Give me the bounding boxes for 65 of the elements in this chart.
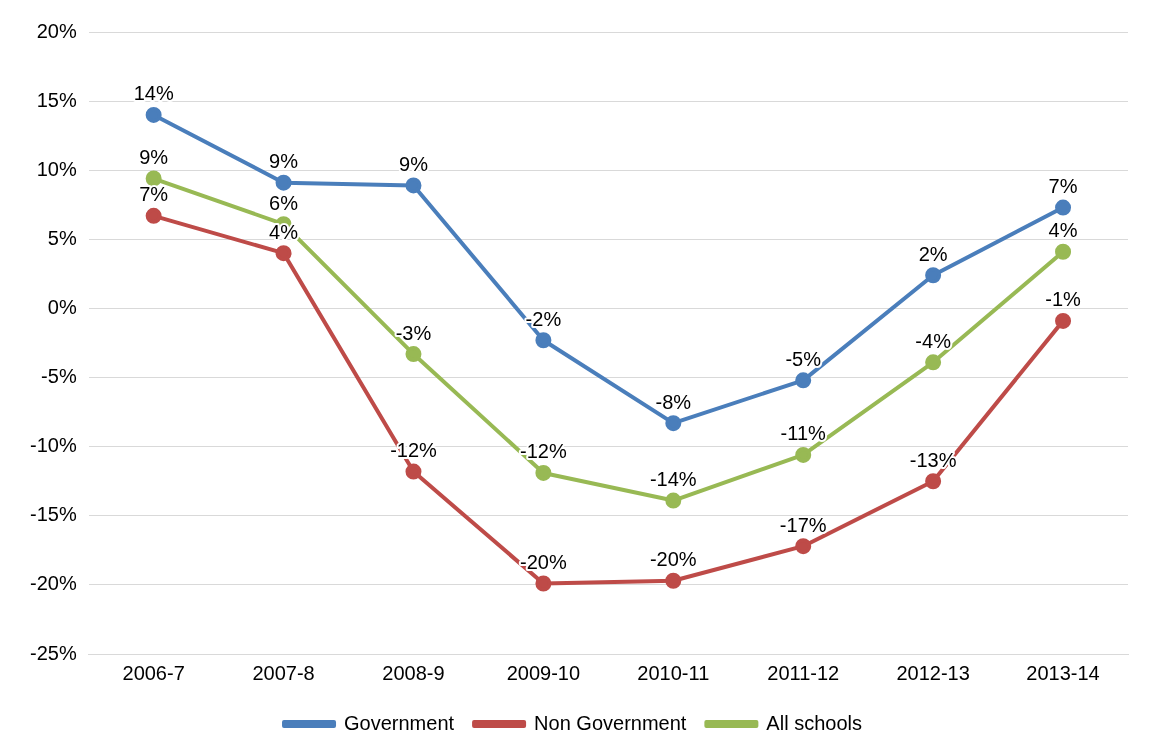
x-tick-label: 2013-14: [1026, 661, 1100, 684]
point: [665, 415, 682, 432]
data-label: 4%: [1048, 219, 1078, 242]
point: [145, 207, 162, 224]
point: [275, 245, 292, 262]
y-tick-label: -20%: [29, 572, 77, 595]
data-label: -1%: [1045, 288, 1082, 311]
point: [1055, 312, 1072, 329]
x-tick-label: 2009-10: [506, 661, 581, 684]
data-label: -2%: [525, 307, 562, 330]
point: [1055, 199, 1072, 216]
point: [665, 492, 682, 509]
data-label: 2%: [918, 242, 948, 265]
point: [1055, 243, 1072, 260]
data-label: 9%: [139, 146, 169, 169]
point: [535, 332, 552, 349]
data-label: -3%: [395, 321, 432, 344]
y-tick-label: -5%: [41, 365, 77, 388]
data-label: -11%: [780, 422, 827, 445]
point: [405, 346, 422, 363]
point: [795, 446, 812, 463]
data-label: -4%: [915, 329, 952, 352]
point: [795, 372, 812, 389]
legend-label: Government: [344, 711, 455, 734]
y-tick-label: 15%: [36, 88, 77, 111]
data-label: 7%: [139, 183, 169, 206]
x-tick-label: 2012-13: [896, 661, 970, 684]
y-tick-label: 5%: [47, 226, 77, 249]
point: [275, 174, 292, 191]
point: [925, 267, 942, 284]
data-label: 6%: [269, 191, 299, 214]
legend-label: Non Government: [534, 711, 687, 734]
y-tick-label: -10%: [29, 434, 77, 457]
legend-label: All schools: [766, 711, 862, 734]
point: [925, 473, 942, 490]
data-label: 9%: [399, 152, 429, 175]
y-tick-label: 0%: [47, 295, 77, 318]
data-label: -8%: [655, 390, 692, 413]
y-tick-label: -25%: [29, 641, 77, 664]
y-tick-label: 10%: [36, 157, 77, 180]
data-label: 14%: [133, 82, 174, 105]
data-label: -14%: [649, 468, 697, 491]
data-label: -12%: [520, 440, 567, 463]
x-tick-label: 2008-9: [382, 661, 445, 684]
point: [665, 572, 682, 589]
data-label: -20%: [649, 548, 697, 571]
point: [535, 575, 552, 592]
point: [405, 463, 422, 480]
data-label: -5%: [785, 347, 822, 370]
data-label: 9%: [269, 150, 299, 173]
x-tick-label: 2007-8: [252, 661, 315, 684]
data-label: 7%: [1048, 175, 1078, 198]
point: [535, 464, 552, 481]
point: [145, 106, 162, 123]
x-tick-label: 2006-7: [122, 661, 185, 684]
y-tick-label: -15%: [29, 503, 77, 526]
data-label: -17%: [779, 513, 827, 536]
point: [405, 177, 422, 194]
point: [145, 170, 162, 187]
data-label: -20%: [520, 551, 567, 574]
y-tick-label: 20%: [36, 19, 77, 42]
point: [925, 354, 942, 371]
x-tick-label: 2011-12: [767, 661, 840, 684]
point: [795, 538, 812, 555]
x-tick-label: 2010-11: [637, 661, 710, 684]
